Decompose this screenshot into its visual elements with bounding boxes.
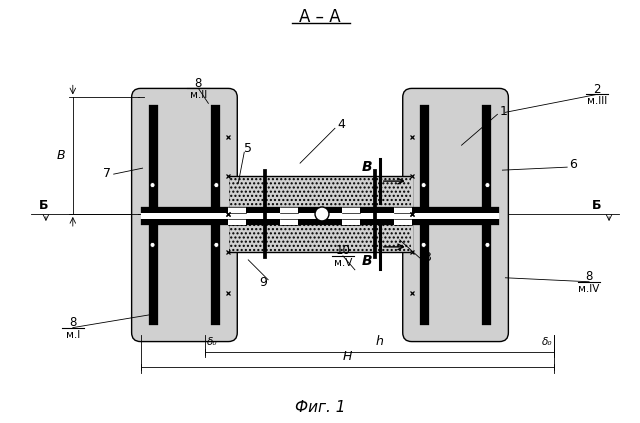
Bar: [228, 214, 412, 252]
Text: 7: 7: [102, 167, 111, 180]
Bar: [280, 219, 298, 225]
Text: В: В: [56, 149, 65, 162]
Text: 1: 1: [499, 105, 508, 118]
Circle shape: [150, 183, 155, 187]
Text: 3: 3: [422, 251, 431, 264]
Text: 5: 5: [244, 142, 252, 155]
Bar: [148, 105, 157, 324]
Bar: [141, 213, 499, 219]
Bar: [280, 207, 298, 213]
Text: δ₀: δ₀: [541, 337, 552, 346]
Text: м.II: м.II: [190, 91, 207, 100]
Bar: [228, 176, 412, 214]
Text: Б: Б: [591, 199, 601, 212]
Text: Фиг. 1: Фиг. 1: [295, 400, 345, 415]
Text: А – А: А – А: [299, 8, 341, 26]
Text: 6: 6: [569, 158, 577, 170]
Circle shape: [485, 242, 490, 247]
Bar: [483, 105, 492, 324]
FancyBboxPatch shape: [132, 88, 237, 341]
Text: 4: 4: [337, 118, 345, 131]
Text: В: В: [361, 160, 372, 174]
Text: м.V: м.V: [333, 258, 352, 268]
Circle shape: [214, 242, 219, 247]
Bar: [394, 207, 412, 213]
Text: В: В: [361, 254, 372, 268]
Bar: [141, 219, 499, 225]
Text: 2: 2: [593, 83, 601, 96]
Circle shape: [421, 242, 426, 247]
Text: м.III: м.III: [587, 96, 607, 106]
Bar: [420, 105, 429, 324]
Circle shape: [315, 207, 329, 221]
Text: H: H: [342, 351, 351, 363]
Circle shape: [421, 183, 426, 187]
Text: 9: 9: [259, 276, 267, 289]
Text: 8: 8: [69, 316, 77, 329]
Bar: [228, 219, 246, 225]
Bar: [211, 105, 220, 324]
Circle shape: [214, 183, 219, 187]
Text: м.IV: м.IV: [579, 284, 600, 294]
Bar: [228, 207, 246, 213]
Text: δ₀: δ₀: [207, 337, 218, 346]
Bar: [429, 105, 483, 324]
Text: 8: 8: [195, 77, 202, 90]
Bar: [342, 207, 360, 213]
Circle shape: [150, 242, 155, 247]
Text: м.I: м.I: [66, 330, 80, 340]
Circle shape: [485, 183, 490, 187]
Text: Б: Б: [39, 199, 49, 212]
Text: h: h: [376, 335, 384, 348]
Text: 10: 10: [335, 244, 350, 257]
Bar: [157, 105, 211, 324]
Bar: [394, 219, 412, 225]
Bar: [141, 207, 499, 213]
Bar: [342, 219, 360, 225]
FancyBboxPatch shape: [403, 88, 508, 341]
Text: 8: 8: [586, 270, 593, 283]
